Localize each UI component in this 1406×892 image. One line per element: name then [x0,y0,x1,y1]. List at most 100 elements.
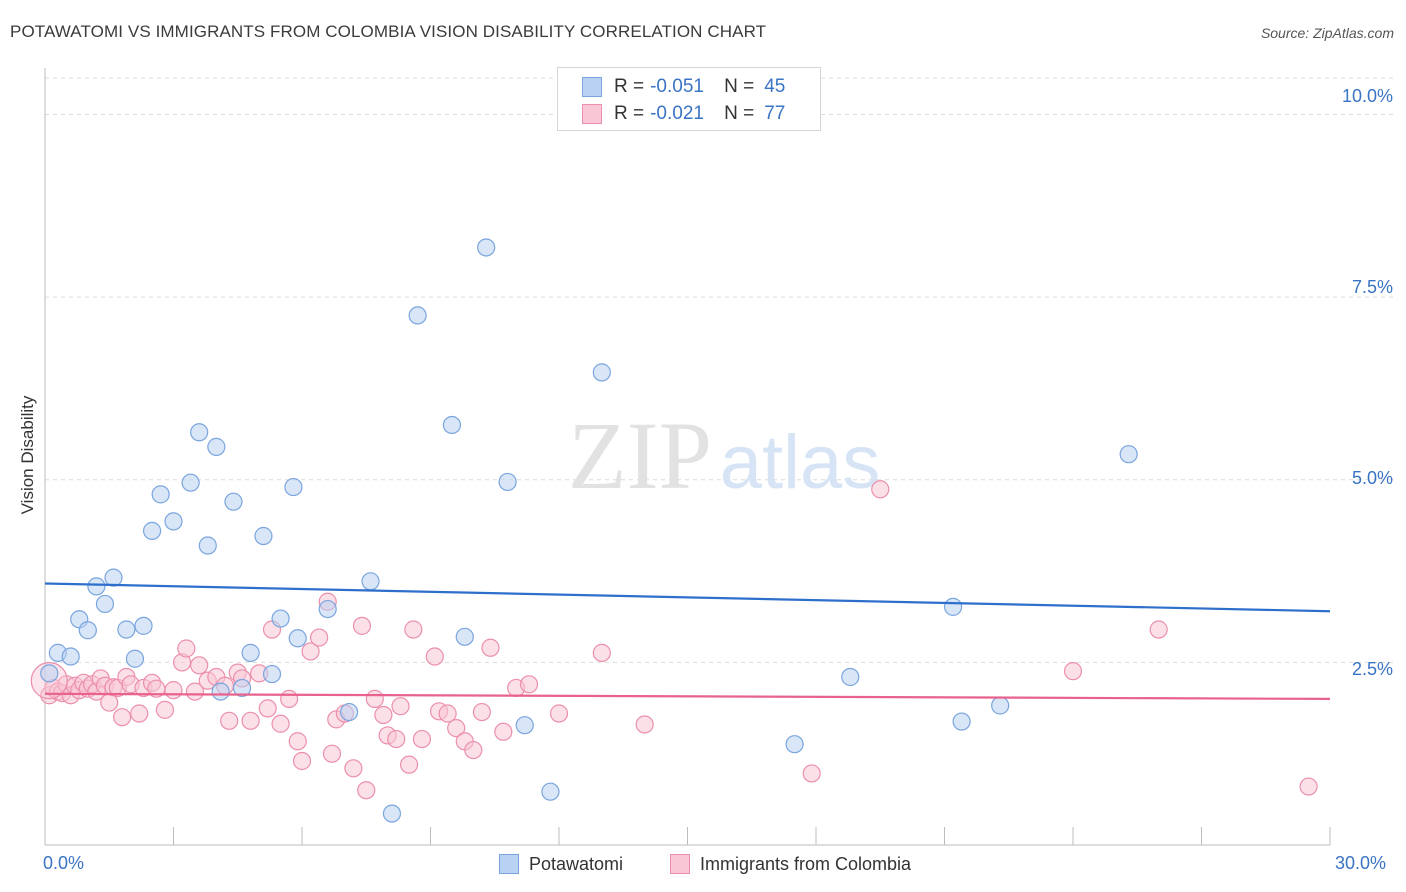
legend-n-value: 77 [764,103,786,124]
bottom-legend-colombia: Immigrants from Colombia [670,852,911,876]
data-point [541,782,560,801]
data-point [404,620,423,639]
data-point [151,485,170,504]
correlation-legend: R = -0.051 N = 45 R = -0.021 N = 77 [557,67,821,131]
legend-n-label: N = [724,103,755,124]
y-tick-label-7-5: 7.5% [1351,277,1393,297]
data-point [549,704,569,723]
data-point [155,700,175,719]
data-point [288,732,307,751]
data-point [241,643,260,662]
data-point [301,642,320,661]
x-tick-label-max: 30.0% [1335,853,1387,873]
data-point [785,735,804,754]
data-point [382,804,402,823]
data-point [592,643,611,662]
data-point [412,729,432,749]
bottom-legend-label: Potawatomi [529,853,624,874]
data-point [262,664,282,684]
data-point [164,681,183,700]
data-point [220,711,239,730]
watermark-atlas: atlas [720,420,881,505]
legend-row-potawatomi: R = -0.051 N = 45 [582,76,785,98]
data-point [1063,662,1083,681]
data-point [352,616,372,635]
y-axis-label: Vision Disability [18,395,37,515]
data-point [1299,777,1318,796]
data-point [399,755,419,774]
data-point [455,627,474,646]
legend-r-label: R = [614,103,645,124]
data-point [841,667,860,687]
bottom-legend-potawatomi: Potawatomi [499,852,623,876]
legend-row-colombia: R = -0.021 N = 77 [582,103,785,125]
data-point [78,621,97,640]
data-point [190,656,209,675]
data-point [592,363,611,382]
data-point [494,722,513,741]
data-point [241,711,260,730]
data-point [61,647,80,666]
grid-lines [45,77,1395,663]
bottom-legend-swatch-pink [670,854,690,874]
data-point [288,629,307,648]
data-point [991,696,1010,715]
data-point [318,599,337,619]
trendline-colombia [44,692,1331,701]
data-point [87,577,106,596]
legend-r-label: R = [614,76,645,97]
data-point [211,682,230,701]
data-point [232,678,252,698]
series-colombia-points [30,480,1318,800]
data-point [292,751,312,771]
data-point [177,639,196,658]
data-point [1119,445,1138,464]
data-point [142,521,162,540]
legend-n-label: N = [724,76,755,97]
y-tick-label-2-5: 2.5% [1351,659,1393,679]
data-point [310,628,329,647]
data-point [207,437,226,456]
data-point [477,238,496,257]
data-point [447,719,466,738]
y-tick-label-10: 10.0% [1341,86,1393,106]
legend-r-value: -0.051 [650,76,704,97]
data-point [952,712,971,731]
data-point [112,708,132,727]
legend-swatch-blue [582,77,602,97]
data-point [365,689,384,709]
data-point [425,647,444,666]
data-point [284,477,303,497]
data-point [408,306,427,325]
data-point [438,704,457,723]
data-point [271,714,290,733]
data-point [472,702,491,722]
data-point [181,473,200,492]
watermark-zip: ZIP [568,402,712,509]
chart-title: POTAWATOMI VS IMMIGRANTS FROM COLOMBIA V… [10,22,767,41]
data-point [387,729,406,749]
data-point [271,609,290,628]
data-point [130,704,149,723]
data-point [374,705,393,725]
data-point [391,697,410,716]
data-point [361,572,380,591]
series-potawatomi-points [40,238,1138,823]
data-point [871,480,890,499]
axes [44,68,1331,846]
data-point [1149,620,1168,639]
x-tick-label-min: 0.0% [43,853,85,873]
data-point [481,638,500,657]
data-point [104,568,123,587]
data-point [943,597,963,616]
data-point [340,702,359,722]
legend-r-value: -0.021 [650,103,704,124]
data-point [117,620,136,639]
data-point [635,715,654,734]
data-point [344,759,363,778]
trendline-potawatomi [44,582,1331,613]
data-point [198,536,217,555]
data-point [185,682,205,701]
source-label: Source: ZipAtlas.com [1260,25,1394,41]
data-point [224,492,243,511]
